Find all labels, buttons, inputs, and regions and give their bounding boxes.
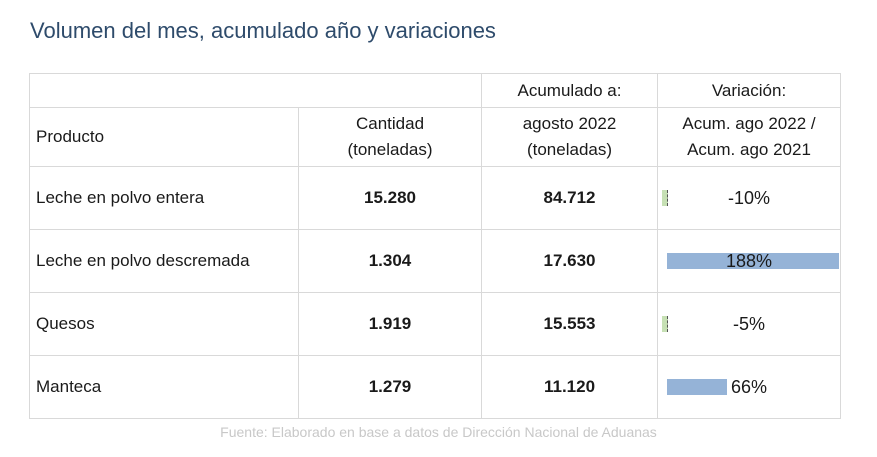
header-acumulado-unit: (toneladas) [526,140,613,159]
acumulado-cell: 11.120 [481,355,658,419]
header-acumulado-sub-cell: agosto 2022 (toneladas) [481,107,658,167]
producto-cell: Quesos [29,292,299,356]
cantidad-cell: 1.279 [298,355,482,419]
variacion-cell: 188% [657,229,841,293]
header-producto: Producto [29,107,299,167]
producto-cell: Leche en polvo entera [29,166,299,230]
header-cantidad-unit: (toneladas) [347,140,433,159]
header-blank-cell [29,73,482,108]
header-variacion-line2: Acum. ago 2021 [687,140,811,159]
variacion-cell: -10% [657,166,841,230]
variacion-bar [662,316,668,332]
header-acumulado-period: agosto 2022 [522,114,617,133]
cantidad-cell: 1.304 [298,229,482,293]
variacion-cell: -5% [657,292,841,356]
acumulado-cell: 15.553 [481,292,658,356]
header-cantidad: Cantidad [355,114,425,133]
table-row: Quesos 1.919 15.553 -5% [29,292,841,356]
table-row: Manteca 1.279 11.120 66% [29,355,841,419]
header-variacion-line1: Acum. ago 2022 / [682,114,816,133]
variacion-bar [667,253,839,269]
data-table: Acumulado a: Variación: Producto Cantida… [29,73,841,419]
variacion-cell: 66% [657,355,841,419]
variacion-value: 66% [730,376,768,397]
header-acumulado: Acumulado a: [481,73,658,108]
acumulado-cell: 17.630 [481,229,658,293]
header-row-sub: Producto Cantidad (toneladas) agosto 202… [29,107,841,167]
producto-cell: Manteca [29,355,299,419]
header-row-top: Acumulado a: Variación: [29,73,841,108]
source-note: Fuente: Elaborado en base a datos de Dir… [220,424,657,440]
header-variacion: Variación: [657,73,841,108]
variacion-bar [667,379,727,395]
variacion-value: 188% [725,250,773,271]
header-cantidad-cell: Cantidad (toneladas) [298,107,482,167]
acumulado-cell: 84.712 [481,166,658,230]
table-row: Leche en polvo entera 15.280 84.712 -10% [29,166,841,230]
page-title: Volumen del mes, acumulado año y variaci… [30,18,496,43]
header-variacion-sub-cell: Acum. ago 2022 / Acum. ago 2021 [657,107,841,167]
variacion-value: -5% [732,313,765,334]
variacion-bar [662,190,668,206]
cantidad-cell: 1.919 [298,292,482,356]
cantidad-cell: 15.280 [298,166,482,230]
variacion-value: -10% [727,187,771,208]
producto-cell: Leche en polvo descremada [29,229,299,293]
table-row: Leche en polvo descremada 1.304 17.630 1… [29,229,841,293]
